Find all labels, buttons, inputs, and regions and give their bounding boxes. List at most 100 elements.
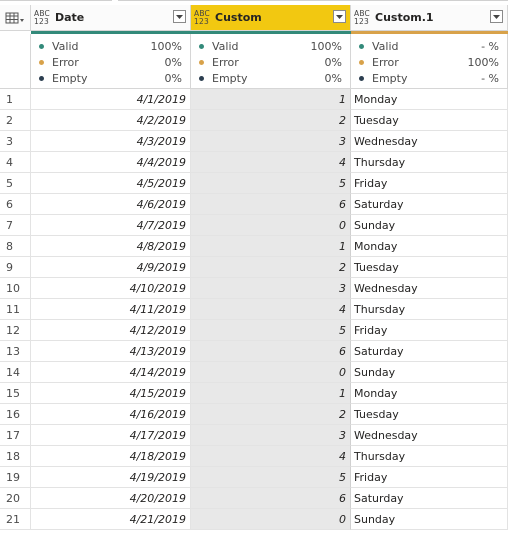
- custom-cell[interactable]: 2: [191, 404, 351, 425]
- filter-dropdown-button[interactable]: [173, 10, 186, 23]
- custom-1-cell[interactable]: Saturday: [351, 341, 508, 362]
- custom-1-cell[interactable]: Friday: [351, 173, 508, 194]
- custom-cell[interactable]: 3: [191, 131, 351, 152]
- row-number[interactable]: 18: [0, 446, 31, 467]
- row-number[interactable]: 6: [0, 194, 31, 215]
- custom-cell[interactable]: 0: [191, 215, 351, 236]
- date-cell[interactable]: 4/14/2019: [31, 362, 191, 383]
- date-cell[interactable]: 4/1/2019: [31, 89, 191, 110]
- row-number[interactable]: 5: [0, 173, 31, 194]
- row-number[interactable]: 3: [0, 131, 31, 152]
- row-number[interactable]: 7: [0, 215, 31, 236]
- row-number[interactable]: 21: [0, 509, 31, 530]
- custom-cell[interactable]: 2: [191, 110, 351, 131]
- date-cell[interactable]: 4/16/2019: [31, 404, 191, 425]
- custom-cell[interactable]: 4: [191, 152, 351, 173]
- custom-1-cell[interactable]: Monday: [351, 383, 508, 404]
- column-header-date[interactable]: ABC 123 Date: [31, 5, 191, 31]
- custom-1-cell[interactable]: Friday: [351, 467, 508, 488]
- any-type-icon[interactable]: ABC 123: [34, 8, 50, 26]
- date-cell[interactable]: 4/5/2019: [31, 173, 191, 194]
- row-number[interactable]: 8: [0, 236, 31, 257]
- custom-1-cell[interactable]: Tuesday: [351, 404, 508, 425]
- custom-cell[interactable]: 5: [191, 467, 351, 488]
- date-cell[interactable]: 4/11/2019: [31, 299, 191, 320]
- quality-error-label: Error: [372, 55, 399, 69]
- date-cell[interactable]: 4/19/2019: [31, 467, 191, 488]
- custom-1-cell[interactable]: Thursday: [351, 152, 508, 173]
- row-number[interactable]: 9: [0, 257, 31, 278]
- custom-cell[interactable]: 5: [191, 320, 351, 341]
- row-number[interactable]: 10: [0, 278, 31, 299]
- table-menu-button[interactable]: [0, 5, 31, 31]
- custom-cell[interactable]: 6: [191, 194, 351, 215]
- quality-error-row: Error 100%: [351, 54, 507, 70]
- custom-1-cell[interactable]: Tuesday: [351, 257, 508, 278]
- quality-empty-label: Empty: [212, 71, 248, 85]
- custom-1-cell[interactable]: Friday: [351, 320, 508, 341]
- row-number[interactable]: 2: [0, 110, 31, 131]
- custom-cell[interactable]: 5: [191, 173, 351, 194]
- chevron-down-icon: [336, 14, 343, 19]
- date-cell[interactable]: 4/8/2019: [31, 236, 191, 257]
- custom-1-cell[interactable]: Sunday: [351, 362, 508, 383]
- custom-cell[interactable]: 1: [191, 236, 351, 257]
- row-number[interactable]: 19: [0, 467, 31, 488]
- date-cell[interactable]: 4/21/2019: [31, 509, 191, 530]
- custom-1-cell[interactable]: Monday: [351, 89, 508, 110]
- row-number[interactable]: 20: [0, 488, 31, 509]
- date-cell[interactable]: 4/2/2019: [31, 110, 191, 131]
- date-cell[interactable]: 4/15/2019: [31, 383, 191, 404]
- custom-1-cell[interactable]: Monday: [351, 236, 508, 257]
- custom-1-cell[interactable]: Sunday: [351, 509, 508, 530]
- column-header-custom[interactable]: ABC 123 Custom: [191, 5, 351, 31]
- date-cell[interactable]: 4/13/2019: [31, 341, 191, 362]
- any-type-icon[interactable]: ABC 123: [354, 8, 370, 26]
- custom-1-cell[interactable]: Sunday: [351, 215, 508, 236]
- custom-cell[interactable]: 3: [191, 278, 351, 299]
- date-cell[interactable]: 4/4/2019: [31, 152, 191, 173]
- row-number[interactable]: 16: [0, 404, 31, 425]
- date-cell[interactable]: 4/10/2019: [31, 278, 191, 299]
- custom-cell[interactable]: 3: [191, 425, 351, 446]
- custom-cell[interactable]: 2: [191, 257, 351, 278]
- filter-dropdown-button[interactable]: [490, 10, 503, 23]
- date-cell[interactable]: 4/3/2019: [31, 131, 191, 152]
- quality-valid-row: Valid 100%: [191, 38, 350, 54]
- custom-cell[interactable]: 4: [191, 446, 351, 467]
- custom-1-cell[interactable]: Thursday: [351, 446, 508, 467]
- row-number[interactable]: 4: [0, 152, 31, 173]
- custom-cell[interactable]: 0: [191, 509, 351, 530]
- custom-1-cell[interactable]: Thursday: [351, 299, 508, 320]
- date-cell[interactable]: 4/17/2019: [31, 425, 191, 446]
- any-type-icon[interactable]: ABC 123: [194, 8, 210, 26]
- custom-1-cell[interactable]: Wednesday: [351, 278, 508, 299]
- filter-dropdown-button[interactable]: [333, 10, 346, 23]
- date-cell[interactable]: 4/20/2019: [31, 488, 191, 509]
- quality-error-percent: 100%: [467, 55, 499, 69]
- row-number[interactable]: 1: [0, 89, 31, 110]
- custom-1-cell[interactable]: Wednesday: [351, 131, 508, 152]
- custom-1-cell[interactable]: Saturday: [351, 488, 508, 509]
- row-number[interactable]: 11: [0, 299, 31, 320]
- custom-cell[interactable]: 6: [191, 488, 351, 509]
- row-number[interactable]: 12: [0, 320, 31, 341]
- row-number[interactable]: 15: [0, 383, 31, 404]
- row-number[interactable]: 14: [0, 362, 31, 383]
- custom-1-cell[interactable]: Wednesday: [351, 425, 508, 446]
- custom-cell[interactable]: 0: [191, 362, 351, 383]
- date-cell[interactable]: 4/6/2019: [31, 194, 191, 215]
- custom-1-cell[interactable]: Saturday: [351, 194, 508, 215]
- row-number[interactable]: 17: [0, 425, 31, 446]
- custom-cell[interactable]: 1: [191, 383, 351, 404]
- row-number[interactable]: 13: [0, 341, 31, 362]
- column-header-custom-1[interactable]: ABC 123 Custom.1: [351, 5, 508, 31]
- custom-cell[interactable]: 4: [191, 299, 351, 320]
- date-cell[interactable]: 4/12/2019: [31, 320, 191, 341]
- date-cell[interactable]: 4/9/2019: [31, 257, 191, 278]
- custom-cell[interactable]: 1: [191, 89, 351, 110]
- custom-1-cell[interactable]: Tuesday: [351, 110, 508, 131]
- custom-cell[interactable]: 6: [191, 341, 351, 362]
- date-cell[interactable]: 4/18/2019: [31, 446, 191, 467]
- date-cell[interactable]: 4/7/2019: [31, 215, 191, 236]
